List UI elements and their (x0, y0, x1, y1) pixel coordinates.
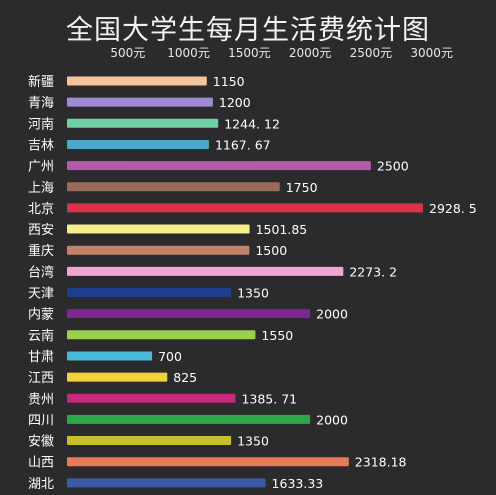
bar (67, 288, 232, 297)
category-label: 西安 (28, 223, 54, 238)
value-label: 1244. 12 (224, 116, 280, 131)
category-label: 江西 (28, 371, 54, 386)
category-label: 天津 (28, 287, 54, 302)
value-label: 1150 (213, 74, 245, 89)
bar (67, 478, 266, 488)
category-label: 甘肃 (28, 350, 54, 365)
bar (67, 139, 209, 149)
category-label: 四川 (28, 413, 54, 428)
value-label: 1385. 71 (241, 391, 297, 406)
bar (67, 330, 256, 340)
value-label: 1500 (255, 243, 287, 258)
bar (67, 245, 250, 255)
category-label: 广州 (28, 160, 54, 175)
category-label: 上海 (28, 181, 54, 196)
category-label: 河南 (28, 116, 54, 132)
x-tick-label: 1500元 (228, 46, 271, 60)
category-label: 内蒙 (28, 307, 54, 323)
chart-title: 全国大学生每月生活费统计图 (66, 15, 430, 46)
bar (67, 309, 311, 319)
bar (67, 266, 344, 276)
bar (67, 351, 153, 361)
bar (67, 436, 232, 446)
category-label: 湖北 (28, 477, 54, 492)
category-label: 安徽 (28, 435, 54, 450)
value-label: 1633.33 (272, 476, 324, 491)
bar (67, 414, 311, 424)
bar (67, 161, 371, 171)
category-label: 贵州 (28, 392, 54, 407)
bar (67, 372, 168, 382)
value-label: 2928. 5 (429, 201, 477, 216)
bar (67, 393, 236, 403)
bar (67, 97, 213, 107)
category-label: 新疆 (28, 74, 54, 90)
category-label: 北京 (28, 202, 54, 217)
category-label: 青海 (28, 96, 54, 111)
value-label: 2273. 2 (349, 264, 397, 279)
value-label: 1501.85 (256, 222, 308, 237)
x-tick-label: 500元 (110, 46, 145, 60)
bar (67, 457, 349, 467)
value-label: 2000 (316, 412, 348, 427)
x-tick-label: 2000元 (289, 46, 332, 60)
category-label: 台湾 (28, 264, 54, 280)
value-label: 825 (173, 370, 197, 385)
value-label: 2000 (316, 307, 348, 322)
value-label: 2500 (377, 159, 409, 174)
value-label: 1550 (261, 328, 293, 343)
category-label: 云南 (28, 328, 54, 344)
value-label: 700 (158, 349, 182, 364)
x-tick-label: 3000元 (410, 46, 453, 60)
category-label: 吉林 (28, 138, 54, 153)
value-label: 1167. 67 (215, 137, 271, 152)
value-label: 1350 (237, 286, 269, 301)
value-label: 1750 (286, 180, 318, 195)
value-label: 1350 (237, 434, 269, 449)
bar (67, 224, 250, 234)
bar (67, 76, 207, 86)
category-label: 山西 (28, 456, 54, 471)
value-label: 2318.18 (355, 455, 407, 470)
x-tick-label: 1000元 (167, 46, 210, 60)
category-label: 重庆 (28, 243, 54, 259)
bar (67, 182, 280, 192)
bar (67, 203, 423, 213)
value-label: 1200 (219, 95, 251, 110)
x-tick-label: 2500元 (350, 46, 393, 60)
bar (67, 118, 219, 128)
